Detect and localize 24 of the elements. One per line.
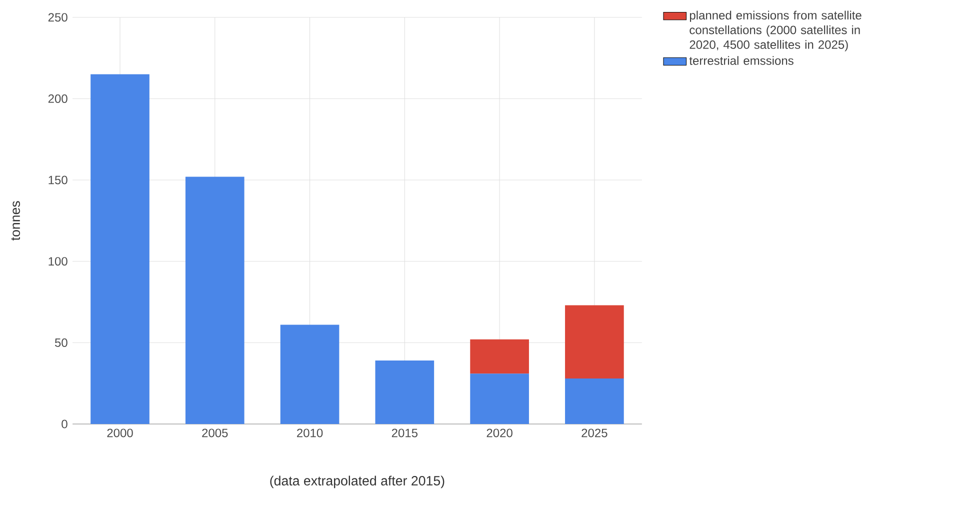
bar [185,176,244,424]
bar [90,74,150,424]
bar [470,339,529,374]
bar [565,305,624,378]
bar [375,360,434,424]
x-axis-title: (data extrapolated after 2015) [270,476,444,488]
x-tick-label: 2000 [107,428,133,438]
y-tick-label: 200 [48,94,68,103]
x-tick-label: 2010 [297,428,323,438]
x-tick-label: 2025 [582,428,608,438]
y-tick-label: 50 [54,338,68,347]
bar [470,374,529,424]
y-tick-label: 0 [62,420,68,428]
bar [565,378,624,424]
x-tick-label: 2015 [392,428,418,438]
y-tick-label: 150 [48,176,68,184]
y-tick-label: 250 [48,13,68,22]
bar [280,324,340,424]
x-tick-label: 2020 [486,428,512,438]
x-tick-label: 2005 [202,428,228,438]
legend-label: planned emissions from satellite constellations (2000 satellites in 2020, 4500 satellites in 2025) [690,10,862,52]
legend-label: terrestrial emssions [689,56,794,65]
y-axis-title: tonnes [11,201,20,240]
y-tick-label: 100 [48,257,68,266]
